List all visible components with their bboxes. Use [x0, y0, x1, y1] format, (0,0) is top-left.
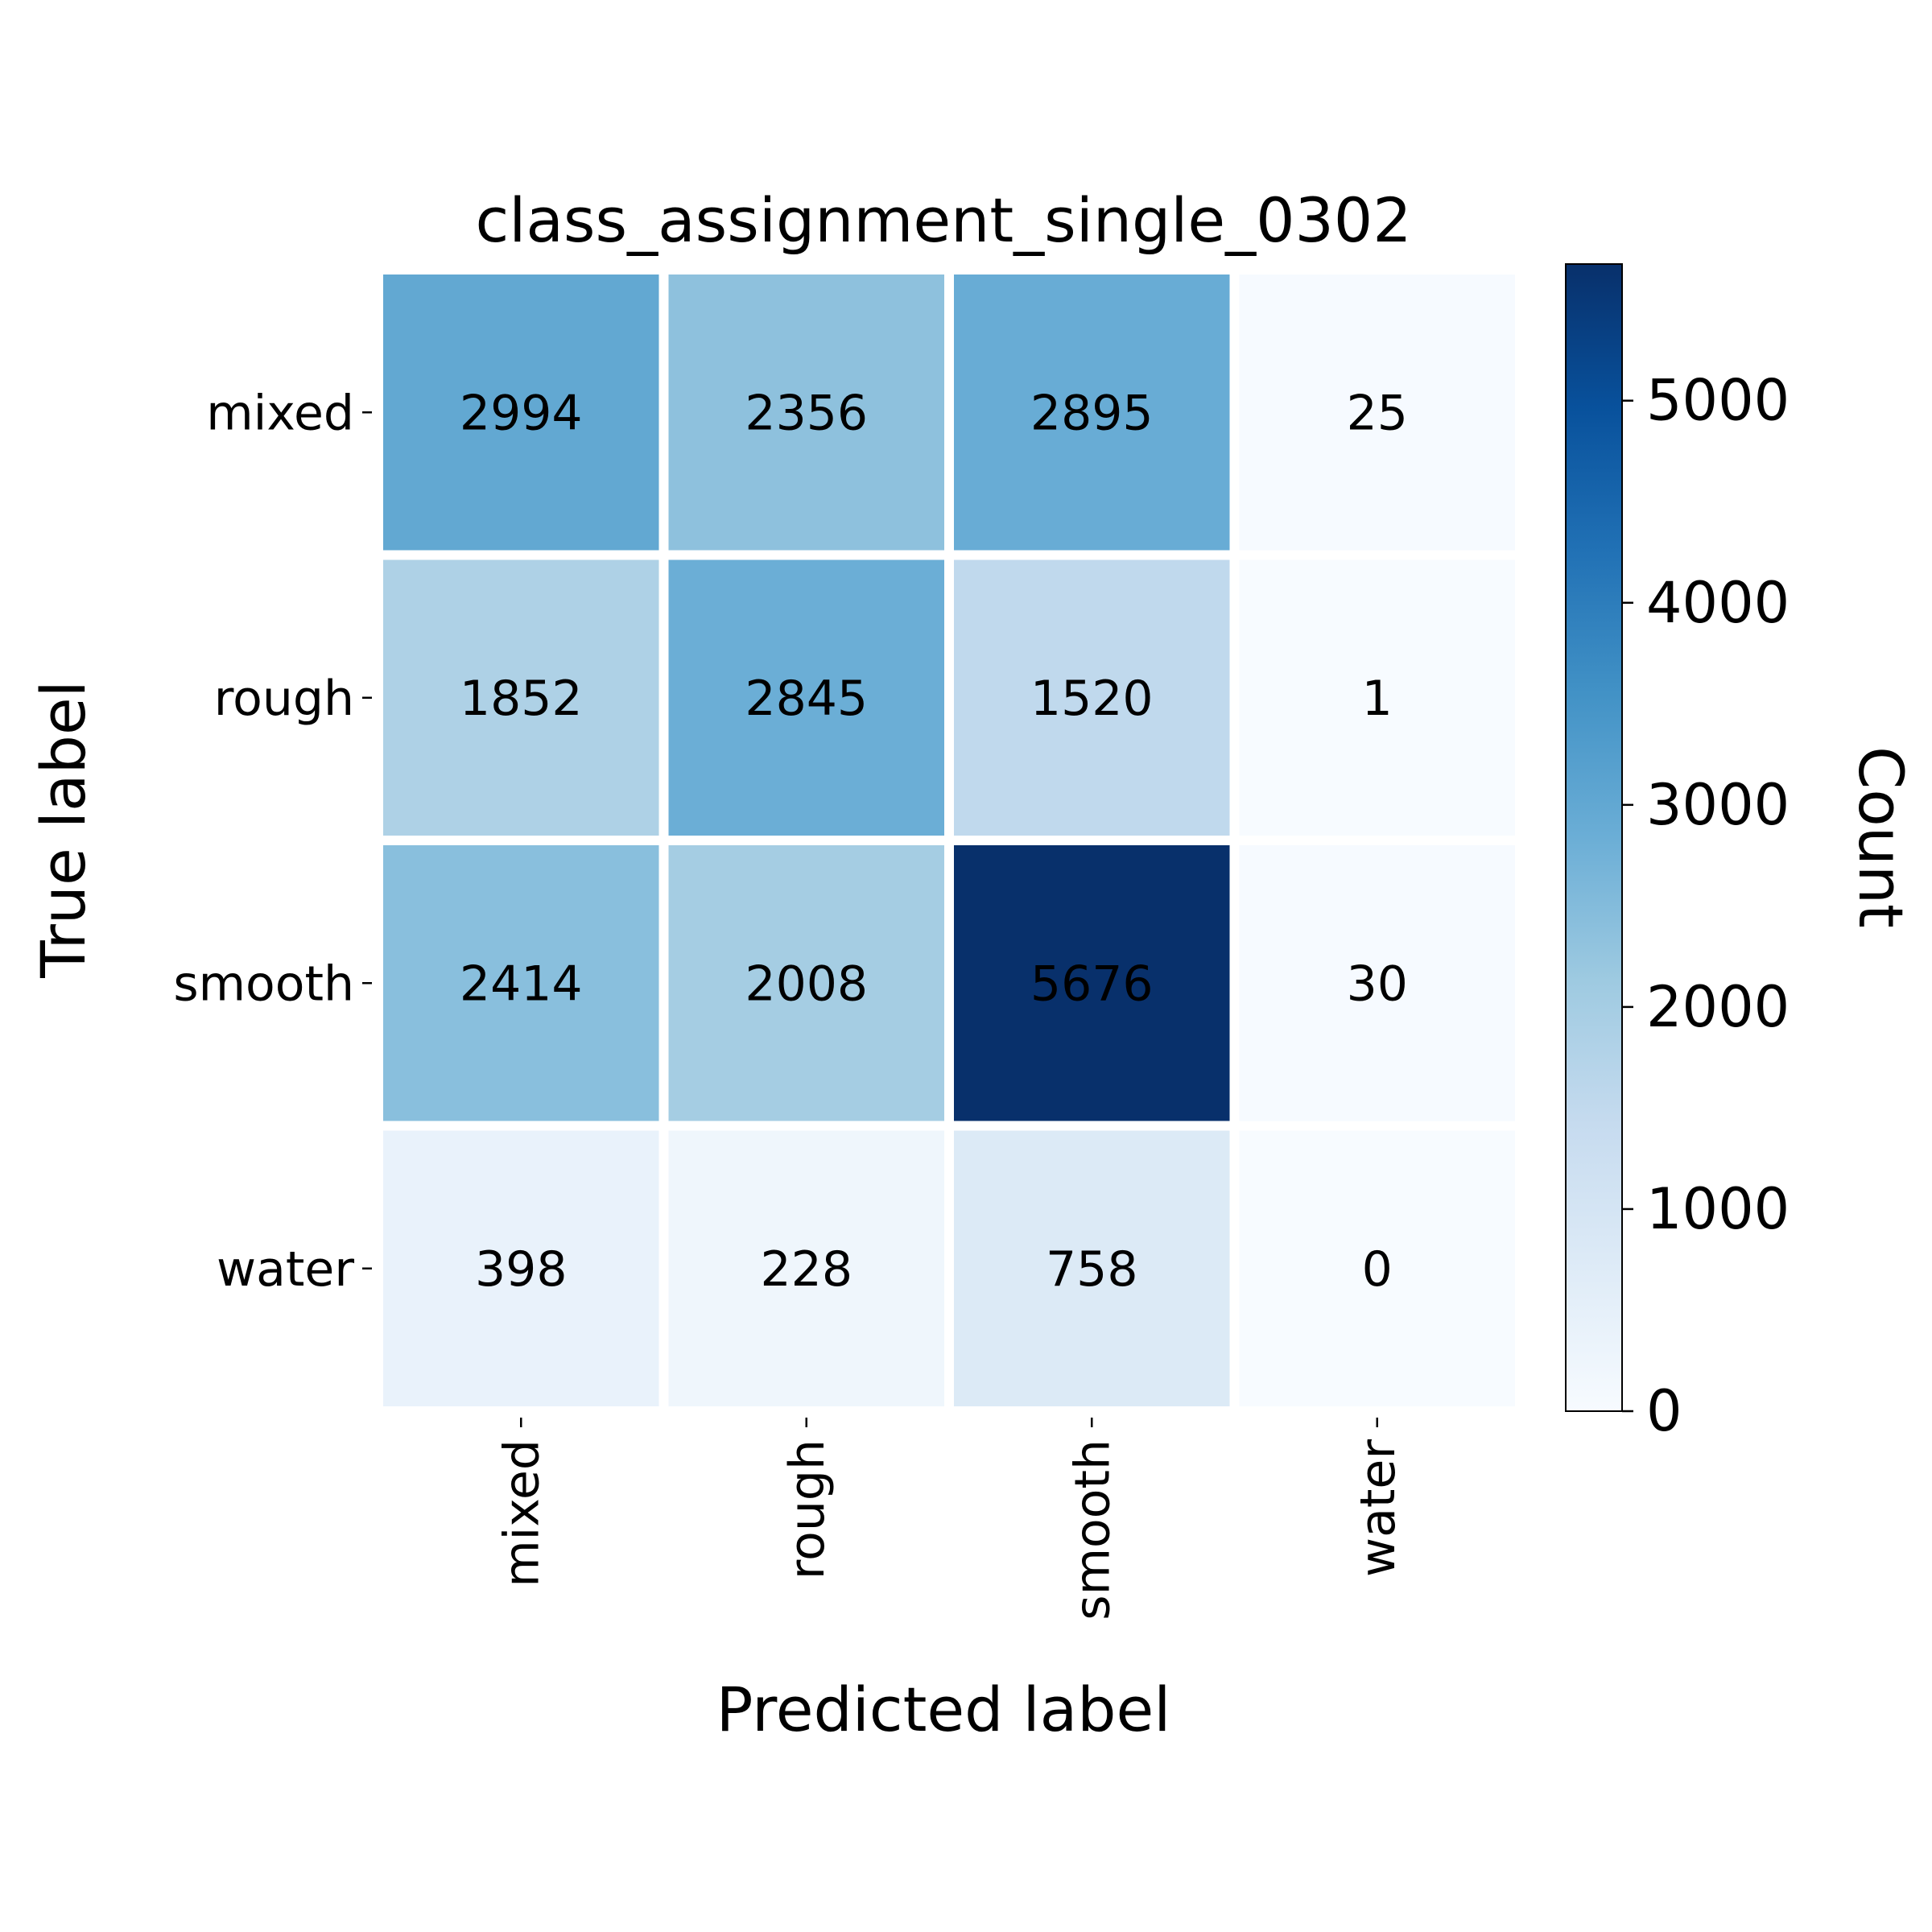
colorbar-tick-label: 1000 [1646, 1176, 1790, 1242]
y-tick-label: smooth [173, 956, 354, 1012]
colorbar-tick-label: 0 [1646, 1378, 1682, 1444]
cell-value-label: 2356 [745, 385, 868, 441]
heatmap-cell [1239, 1130, 1515, 1406]
cell-value-label: 0 [1362, 1241, 1393, 1298]
heatmap-cell [668, 845, 944, 1121]
cell-value-label: 2414 [460, 956, 583, 1012]
cell-value-label: 1520 [1030, 671, 1154, 727]
cell-value-label: 1 [1362, 671, 1393, 727]
heatmap-cell [954, 845, 1230, 1121]
colorbar-tick-label: 3000 [1646, 772, 1790, 838]
cell-value-label: 758 [1046, 1241, 1138, 1298]
y-tick-label: water [217, 1241, 354, 1298]
heatmap-cell [954, 275, 1230, 551]
heatmap-cell [383, 559, 659, 836]
heatmap-cell [1239, 559, 1515, 836]
x-tick-label: rough [779, 1439, 836, 1579]
cell-value-label: 25 [1347, 385, 1408, 441]
cell-value-label: 2008 [745, 956, 868, 1012]
x-axis-ticks: mixed rough smooth water [493, 1418, 1406, 1620]
colorbar-label: Count [1845, 746, 1917, 928]
x-tick-label: mixed [493, 1439, 550, 1587]
x-tick-label: smooth [1064, 1439, 1121, 1620]
chart-title: class_assignment_single_0302 [475, 184, 1411, 256]
heatmap-cell [668, 1130, 944, 1406]
heatmap-cell [383, 845, 659, 1121]
cell-value-label: 5676 [1030, 956, 1154, 1012]
heatmap-cells [383, 275, 1515, 1406]
heatmap-cell [668, 275, 944, 551]
heatmap-cell-labels: 2994 2356 2895 25 1852 2845 1520 1 2414 2008 5676 3… [460, 385, 1408, 1298]
heatmap-cell [668, 559, 944, 836]
colorbar-ticks: 0 1000 2000 3000 4000 5000 [1622, 368, 1790, 1444]
heatmap-cell [954, 1130, 1230, 1406]
colorbar-tick-label: 5000 [1646, 368, 1790, 434]
cell-value-label: 2994 [460, 385, 583, 441]
cell-value-label: 228 [760, 1241, 852, 1298]
x-tick-label: water [1350, 1439, 1406, 1577]
cell-value-label: 30 [1347, 956, 1408, 1012]
colorbar-tick-label: 4000 [1646, 570, 1790, 636]
cell-value-label: 1852 [460, 671, 583, 727]
cell-value-label: 2895 [1030, 385, 1154, 441]
cell-value-label: 398 [475, 1241, 568, 1298]
y-axis-label: True label [27, 680, 99, 978]
heatmap-cell [1239, 845, 1515, 1121]
y-tick-label: mixed [206, 385, 354, 441]
heatmap-cell [383, 1130, 659, 1406]
cell-value-label: 2845 [745, 671, 868, 727]
x-axis-label: Predicted label [716, 1674, 1171, 1745]
y-tick-label: rough [214, 671, 354, 727]
heatmap-cell [954, 559, 1230, 836]
colorbar-tick-label: 2000 [1646, 974, 1790, 1040]
heatmap-cell [383, 275, 659, 551]
heatmap-cell [1239, 275, 1515, 551]
y-axis-ticks: mixed rough smooth water [173, 385, 372, 1298]
colorbar [1565, 263, 1623, 1412]
